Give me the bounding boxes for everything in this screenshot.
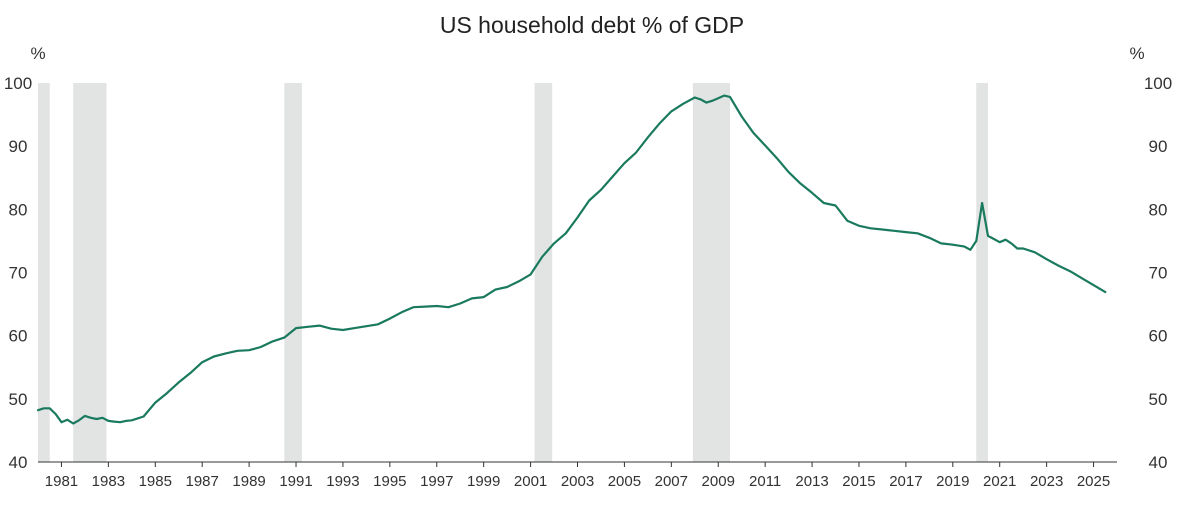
y-tick-label-right: 60 xyxy=(1149,327,1168,346)
y-tick-label-left: 60 xyxy=(9,327,28,346)
recession-band xyxy=(73,83,107,462)
x-tick-label: 1991 xyxy=(279,473,312,490)
x-tick-label: 1987 xyxy=(186,473,219,490)
x-tick-label: 2011 xyxy=(749,473,781,490)
y-tick-label-left: 80 xyxy=(9,200,28,219)
recession-bands xyxy=(38,83,988,462)
x-tick-label: 1993 xyxy=(326,473,359,490)
y-axis-left-unit-label: % xyxy=(30,44,45,63)
recession-band xyxy=(534,83,553,462)
series-layer xyxy=(36,94,1107,425)
x-axis-ticks: 1981 1983 1985 1987 1989 1991 1993 1995 1997 1999… xyxy=(45,462,1110,490)
y-axis-left-ticks: 40 50 60 70 80 90 100 xyxy=(4,74,32,472)
y-tick-label-right: 90 xyxy=(1149,137,1168,156)
x-tick-label: 2007 xyxy=(655,473,688,490)
x-tick-label: 2003 xyxy=(561,473,594,490)
y-tick-label-left: 70 xyxy=(9,264,28,283)
x-tick-label: 2013 xyxy=(795,473,828,490)
x-tick-label: 1985 xyxy=(139,473,172,490)
x-tick-label: 1989 xyxy=(232,473,265,490)
recession-band xyxy=(976,83,988,462)
x-tick-label: 2009 xyxy=(702,473,735,490)
x-tick-label: 2021 xyxy=(983,473,1016,490)
x-tick-label: 1999 xyxy=(467,473,500,490)
series-line xyxy=(36,94,1107,425)
y-tick-label-right: 80 xyxy=(1149,200,1168,219)
x-tick-label: 2023 xyxy=(1030,473,1063,490)
y-axis-right-unit-label: % xyxy=(1129,44,1144,63)
x-tick-label: 1981 xyxy=(45,473,78,490)
x-tick-label: 1995 xyxy=(373,473,406,490)
y-tick-label-right: 70 xyxy=(1149,264,1168,283)
y-tick-label-left: 40 xyxy=(9,453,28,472)
recession-band xyxy=(38,83,50,462)
x-tick-label: 2001 xyxy=(514,473,547,490)
x-tick-label: 1983 xyxy=(92,473,125,490)
x-tick-label: 2025 xyxy=(1077,473,1110,490)
y-tick-label-left: 100 xyxy=(4,74,32,93)
y-axis-right-ticks: 40 50 60 70 80 90 100 xyxy=(1144,74,1172,472)
y-tick-label-left: 50 xyxy=(9,390,28,409)
y-tick-label-right: 100 xyxy=(1144,74,1172,93)
x-tick-label: 2015 xyxy=(842,473,875,490)
x-tick-label: 2019 xyxy=(936,473,969,490)
x-tick-label: 1997 xyxy=(420,473,453,490)
y-tick-label-left: 90 xyxy=(9,137,28,156)
recession-band xyxy=(692,83,730,462)
y-tick-label-right: 50 xyxy=(1149,390,1168,409)
x-tick-label: 2017 xyxy=(889,473,922,490)
chart-title: US household debt % of GDP xyxy=(439,12,745,38)
y-tick-label-right: 40 xyxy=(1149,453,1168,472)
recession-band xyxy=(284,83,302,462)
x-tick-label: 2005 xyxy=(608,473,641,490)
